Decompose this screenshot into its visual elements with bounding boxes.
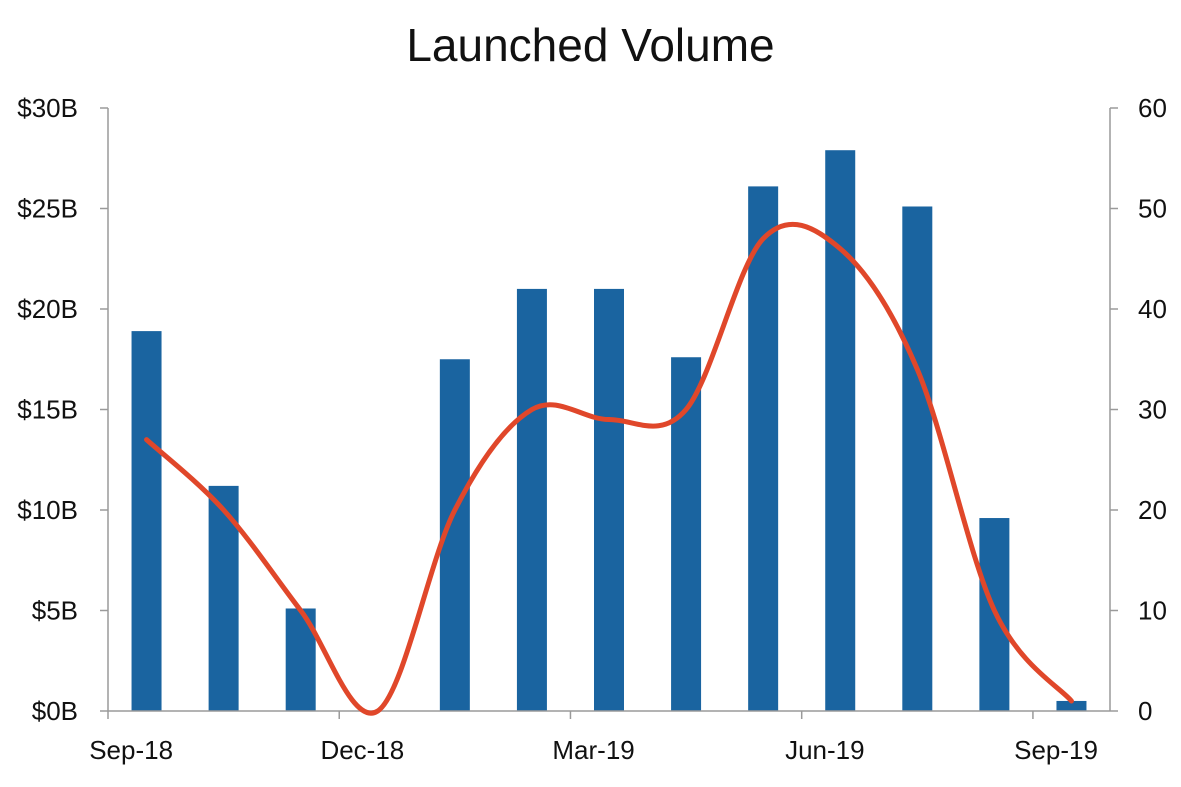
bar-series xyxy=(131,150,1087,712)
left-axis-tick-label: $15B xyxy=(17,395,78,425)
axes xyxy=(100,107,1118,719)
right-axis-tick-label: 60 xyxy=(1138,93,1167,123)
bar xyxy=(825,150,856,711)
right-axis-tick-label: 50 xyxy=(1138,194,1167,224)
x-axis-tick-label: Mar-19 xyxy=(552,735,634,765)
line-series xyxy=(144,221,1074,716)
left-axis-tick-label: $30B xyxy=(17,93,78,123)
x-axis-tick-label: Jun-19 xyxy=(785,735,865,765)
bar xyxy=(131,331,162,711)
chart-title: Launched Volume xyxy=(406,19,775,71)
bar xyxy=(902,206,933,712)
left-axis-tick-label: $25B xyxy=(17,194,78,224)
tick-labels: $0B $5B $10B $15B $20B $25B $30B 0 10 20 30 40 50 60 S… xyxy=(17,93,1167,765)
x-axis-tick-label: Dec-18 xyxy=(320,735,404,765)
right-axis-tick-label: 10 xyxy=(1138,596,1167,626)
left-axis-tick-label: $0B xyxy=(32,696,78,726)
bar xyxy=(594,288,624,711)
x-axis-tick-label: Sep-19 xyxy=(1014,735,1098,765)
right-axis-tick-label: 30 xyxy=(1138,395,1167,425)
right-axis-tick-label: 40 xyxy=(1138,294,1167,324)
left-axis-tick-label: $20B xyxy=(17,294,78,324)
left-axis-tick-label: $5B xyxy=(32,596,78,626)
bar xyxy=(1056,700,1087,711)
left-axis-tick-label: $10B xyxy=(17,495,78,525)
right-axis-tick-label: 0 xyxy=(1138,696,1152,726)
x-axis-tick-label: Sep-18 xyxy=(89,735,173,765)
bar xyxy=(748,186,779,711)
line-path xyxy=(144,221,1074,716)
right-axis-tick-label: 20 xyxy=(1138,495,1167,525)
bar xyxy=(516,288,547,711)
